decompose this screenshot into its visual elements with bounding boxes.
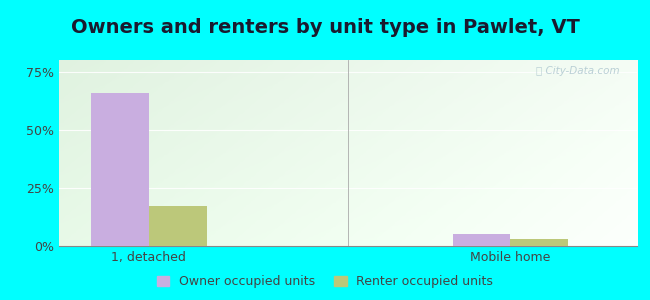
Bar bbox=[149, 206, 207, 246]
Legend: Owner occupied units, Renter occupied units: Owner occupied units, Renter occupied un… bbox=[154, 273, 496, 291]
Bar bbox=[510, 239, 568, 246]
Bar bbox=[452, 234, 510, 246]
Bar bbox=[91, 92, 149, 246]
Text: ⓘ City-Data.com: ⓘ City-Data.com bbox=[536, 66, 619, 76]
Text: Owners and renters by unit type in Pawlet, VT: Owners and renters by unit type in Pawle… bbox=[71, 18, 579, 37]
